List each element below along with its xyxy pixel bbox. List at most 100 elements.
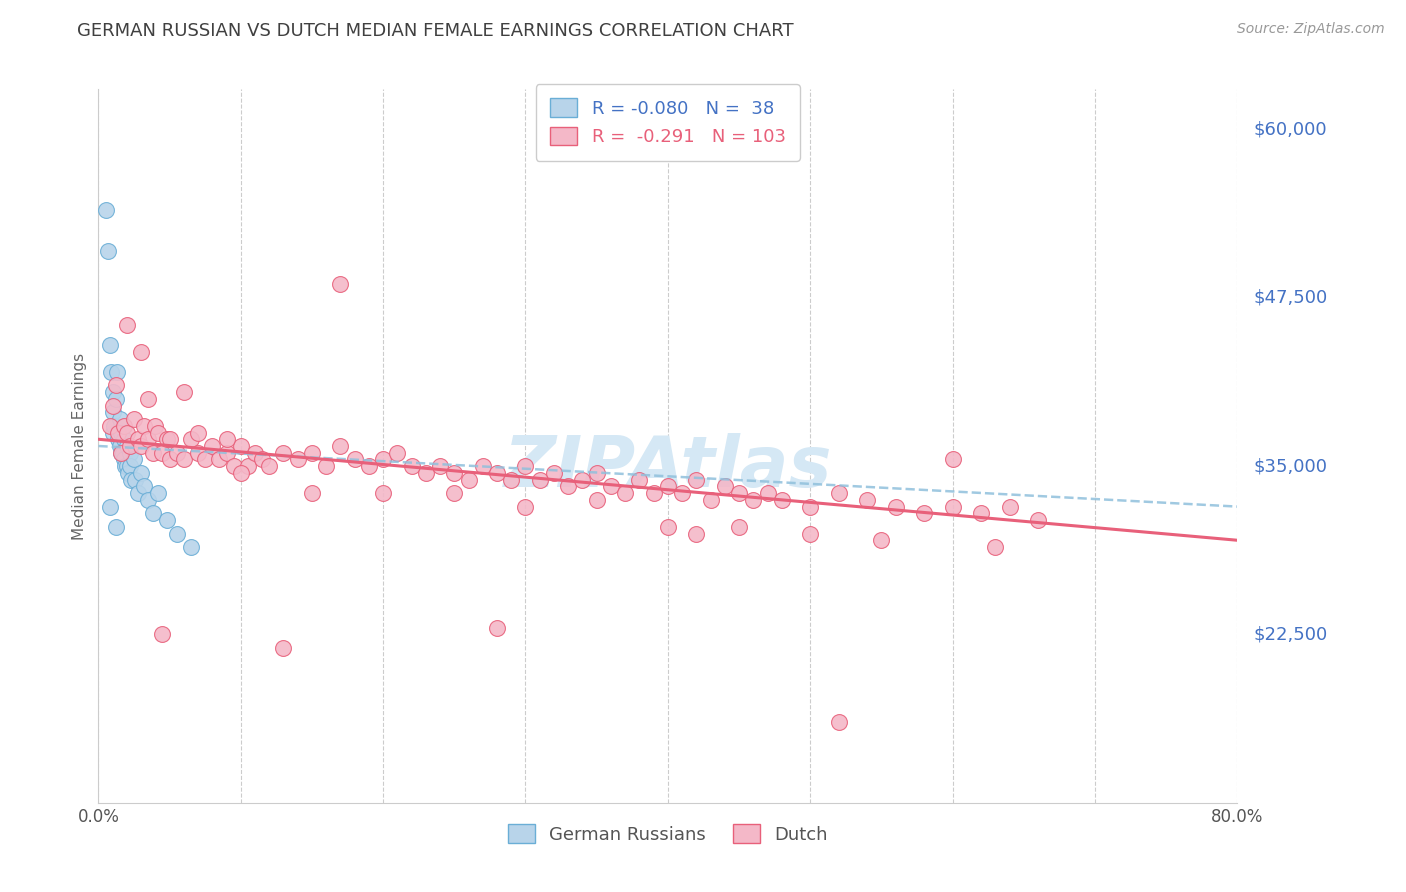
Point (728, 520, 751, 534)
Point (884, 500, 907, 514)
Point (104, 520, 127, 534)
Point (728, 486, 751, 500)
Point (229, 466, 252, 480)
Point (942, 452, 965, 467)
Point (357, 459, 380, 474)
Point (215, 432, 238, 446)
Point (114, 459, 136, 474)
Point (515, 500, 537, 514)
Point (110, 446, 132, 460)
Point (100, 365, 122, 379)
Y-axis label: Median Female Earnings: Median Female Earnings (72, 352, 87, 540)
Point (112, 452, 135, 467)
Point (136, 432, 159, 446)
Point (156, 513, 179, 527)
Text: $22,500: $22,500 (1254, 625, 1329, 643)
Point (756, 486, 779, 500)
Point (110, 425, 132, 440)
Point (98, 338, 121, 352)
Point (387, 446, 409, 460)
Point (136, 492, 159, 507)
Point (529, 473, 551, 487)
Point (301, 486, 323, 500)
Point (259, 459, 281, 474)
Point (101, 405, 124, 419)
Point (685, 526, 707, 541)
Point (471, 459, 494, 474)
Point (187, 425, 209, 440)
Point (243, 446, 266, 460)
Point (127, 486, 149, 500)
Point (136, 392, 159, 406)
Point (585, 466, 607, 480)
Point (141, 446, 163, 460)
Point (166, 446, 188, 460)
Point (124, 473, 146, 487)
Point (94, 203, 117, 218)
Point (486, 621, 509, 635)
Point (870, 533, 893, 548)
Point (443, 486, 465, 500)
Point (132, 479, 155, 493)
Point (166, 526, 188, 541)
Point (799, 500, 821, 514)
Point (180, 432, 202, 446)
Point (273, 446, 295, 460)
Point (486, 466, 509, 480)
Point (343, 452, 366, 467)
Point (557, 479, 579, 493)
Point (614, 486, 637, 500)
Point (115, 318, 138, 332)
Point (97, 244, 120, 258)
Point (543, 466, 565, 480)
Point (699, 492, 721, 507)
Point (998, 500, 1021, 514)
Point (657, 520, 679, 534)
Point (301, 446, 323, 460)
Point (770, 492, 793, 507)
Point (970, 506, 993, 520)
Point (98, 500, 121, 514)
Point (685, 473, 707, 487)
Point (115, 459, 138, 474)
Point (501, 473, 523, 487)
Point (201, 439, 224, 453)
Point (429, 459, 451, 474)
Point (173, 385, 195, 400)
Point (115, 425, 138, 440)
Point (98, 418, 121, 433)
Point (250, 452, 273, 467)
Point (671, 486, 693, 500)
Point (152, 627, 174, 641)
Point (132, 418, 155, 433)
Point (329, 277, 352, 292)
Point (657, 479, 679, 493)
Point (799, 526, 821, 541)
Point (742, 492, 765, 507)
Point (443, 466, 465, 480)
Point (105, 365, 128, 379)
Point (103, 418, 125, 433)
Point (159, 452, 181, 467)
Point (110, 446, 132, 460)
Point (104, 378, 127, 392)
Point (148, 425, 170, 440)
Point (122, 412, 145, 426)
Point (112, 418, 135, 433)
Legend: German Russians, Dutch: German Russians, Dutch (501, 817, 835, 851)
Text: GERMAN RUSSIAN VS DUTCH MEDIAN FEMALE EARNINGS CORRELATION CHART: GERMAN RUSSIAN VS DUTCH MEDIAN FEMALE EA… (77, 22, 794, 40)
Point (145, 418, 167, 433)
Point (159, 432, 181, 446)
Point (122, 452, 145, 467)
Point (457, 473, 479, 487)
Point (127, 432, 149, 446)
Point (415, 466, 437, 480)
Point (141, 506, 163, 520)
Point (111, 446, 134, 460)
Point (148, 486, 170, 500)
Point (101, 399, 124, 413)
Point (373, 486, 395, 500)
Point (571, 473, 593, 487)
Point (229, 439, 252, 453)
Point (118, 446, 141, 460)
